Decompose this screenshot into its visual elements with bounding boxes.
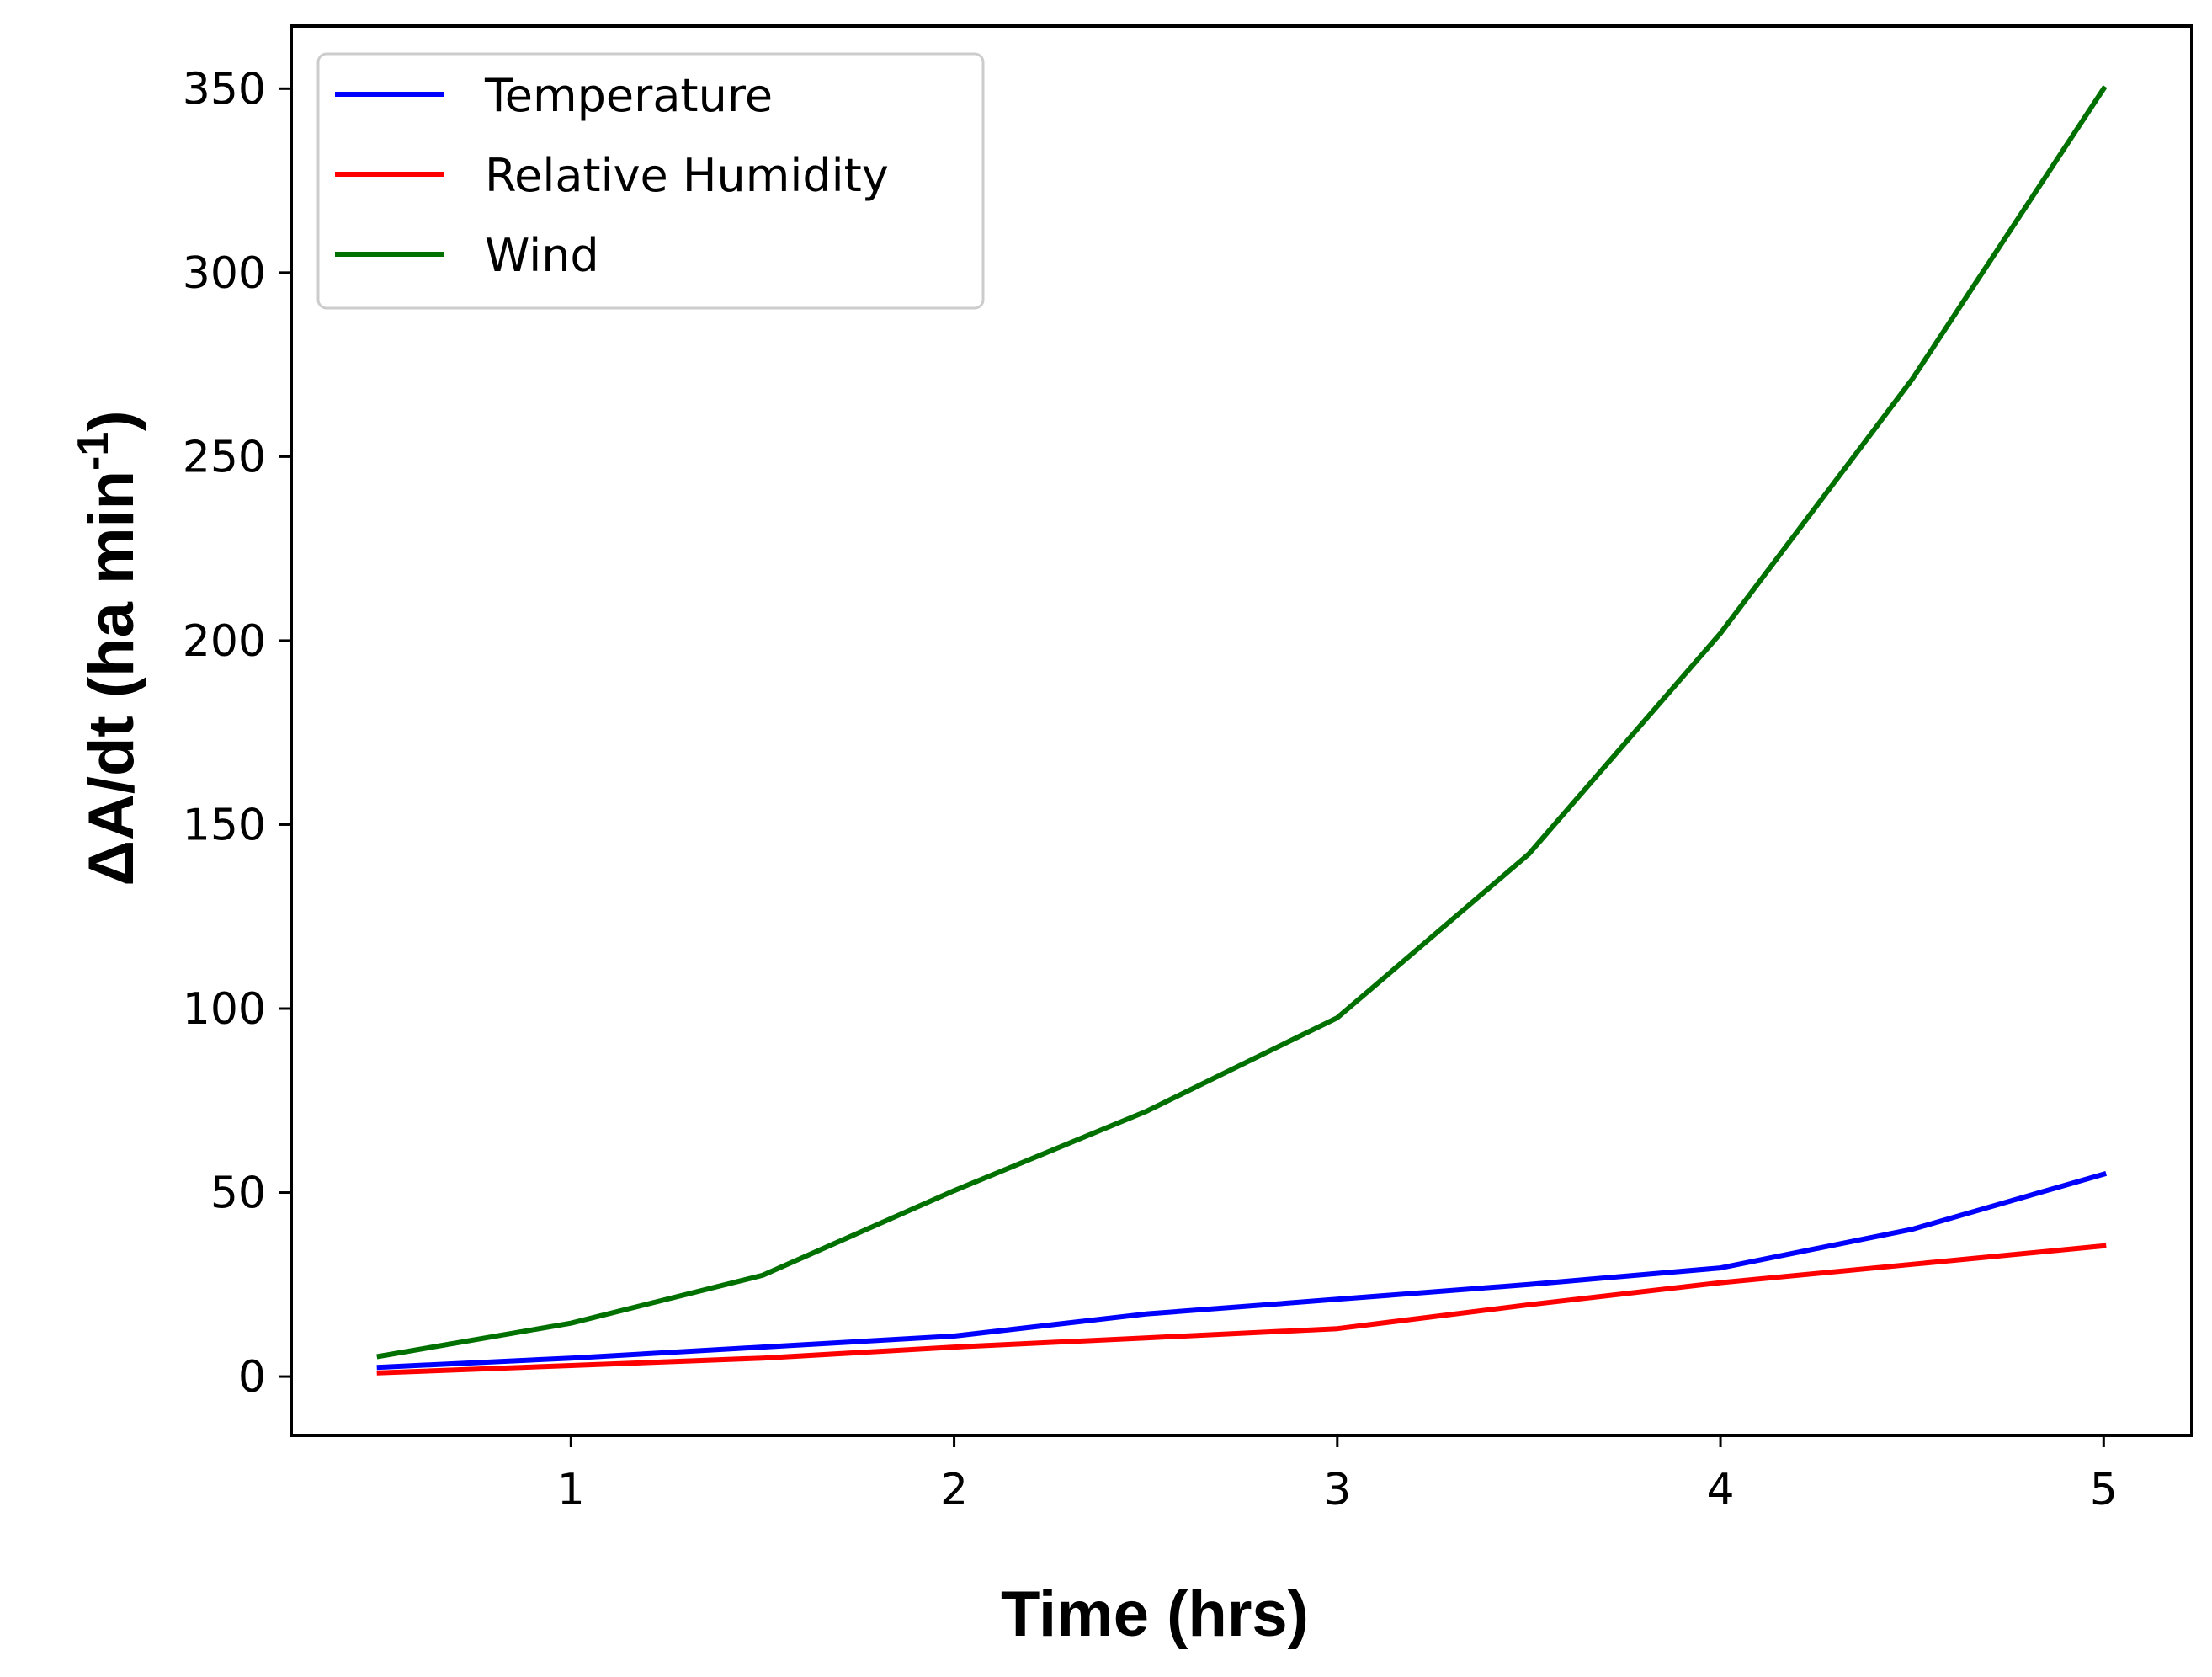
series-line-wind bbox=[376, 85, 2108, 1360]
y-tick-label: 200 bbox=[183, 616, 266, 667]
y-tick-label: 300 bbox=[183, 248, 266, 299]
y-tick-label: 50 bbox=[210, 1169, 266, 1219]
y-axis: 0 50 100 150 200 250 300 350 bbox=[183, 64, 291, 1403]
legend-label-relative-humidity: Relative Humidity bbox=[485, 149, 889, 202]
y-axis-title-main: ΔA/dt (ha min bbox=[76, 471, 147, 886]
legend-label-wind: Wind bbox=[485, 229, 599, 282]
series-line-relative-humidity bbox=[376, 1243, 2107, 1376]
y-tick-label: 100 bbox=[183, 984, 266, 1035]
series-layer bbox=[376, 85, 2108, 1376]
legend-label-temperature: Temperature bbox=[484, 69, 773, 122]
x-tick-label: 1 bbox=[557, 1465, 585, 1515]
x-tick-label: 4 bbox=[1707, 1465, 1735, 1515]
plot-frame bbox=[290, 24, 2193, 1437]
series-line-temperature bbox=[376, 1170, 2108, 1371]
y-tick-label: 150 bbox=[183, 800, 266, 850]
x-axis: 1 2 3 4 5 bbox=[557, 1435, 2118, 1515]
x-tick-label: 2 bbox=[940, 1465, 968, 1515]
legend-box bbox=[316, 52, 985, 310]
y-tick-label: 0 bbox=[238, 1352, 266, 1403]
y-axis-title: ΔA/dt (ha min-1) bbox=[69, 410, 147, 886]
legend: Temperature Relative Humidity Wind bbox=[316, 52, 985, 310]
y-tick-label: 250 bbox=[183, 432, 266, 482]
x-axis-title: Time (hrs) bbox=[1001, 1579, 1309, 1650]
x-tick-label: 5 bbox=[2090, 1465, 2118, 1515]
x-tick-label: 3 bbox=[1323, 1465, 1351, 1515]
y-axis-title-superscript: -1 bbox=[69, 432, 118, 471]
y-axis-title-close: ) bbox=[76, 410, 147, 431]
y-tick-label: 350 bbox=[183, 64, 266, 114]
